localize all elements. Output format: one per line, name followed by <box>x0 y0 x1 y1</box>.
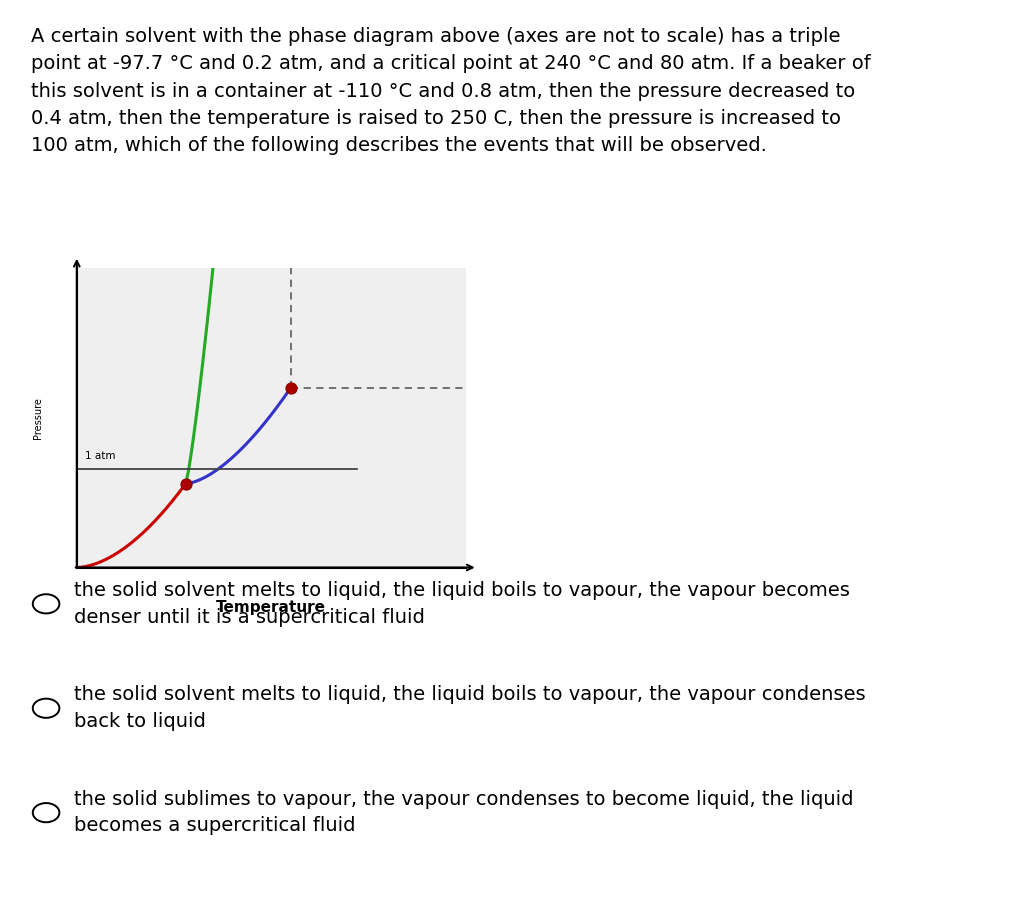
Text: Temperature: Temperature <box>216 600 327 616</box>
Text: the solid solvent melts to liquid, the liquid boils to vapour, the vapour become: the solid solvent melts to liquid, the l… <box>74 581 850 627</box>
Text: A certain solvent with the phase diagram above (axes are not to scale) has a tri: A certain solvent with the phase diagram… <box>31 27 870 155</box>
Text: the solid sublimes to vapour, the vapour condenses to become liquid, the liquid
: the solid sublimes to vapour, the vapour… <box>74 790 853 835</box>
Text: 1 atm: 1 atm <box>85 451 115 461</box>
Text: Pressure: Pressure <box>33 397 43 439</box>
Text: the solid solvent melts to liquid, the liquid boils to vapour, the vapour conden: the solid solvent melts to liquid, the l… <box>74 686 865 731</box>
